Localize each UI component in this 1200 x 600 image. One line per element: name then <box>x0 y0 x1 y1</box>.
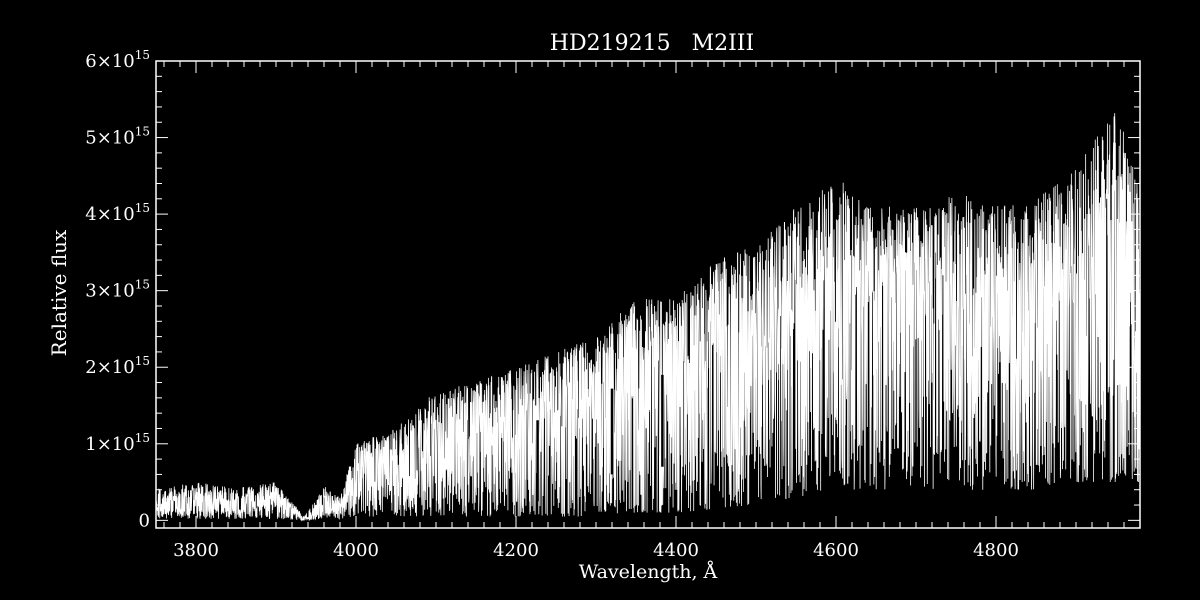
x-tick-label: 4200 <box>493 540 539 561</box>
x-tick-label: 3800 <box>173 540 219 561</box>
x-tick-label: 4600 <box>813 540 859 561</box>
spectrum-line <box>155 113 1141 522</box>
spectrum-series <box>155 113 1141 522</box>
x-tick-label: 4000 <box>333 540 379 561</box>
y-tick-label: 5×1015 <box>85 125 150 149</box>
x-tick-label: 4400 <box>653 540 699 561</box>
chart-title: HD219215 M2III <box>550 31 754 56</box>
y-tick-label: 2×1015 <box>85 354 150 378</box>
y-axis-label: Relative flux <box>47 229 71 356</box>
axis-ticks <box>156 60 1141 528</box>
y-tick-labels: 0 1×1015 2×1015 3×1015 4×1015 5×1015 6×1015 <box>85 48 150 531</box>
y-tick-label: 3×1015 <box>85 278 150 302</box>
x-tick-label: 4800 <box>973 540 1019 561</box>
x-tick-labels: 3800 4000 4200 4400 4600 4800 <box>173 540 1019 561</box>
y-tick-label: 4×1015 <box>85 201 150 225</box>
y-tick-label: 6×1015 <box>85 48 150 72</box>
y-tick-label: 1×1015 <box>85 431 150 455</box>
x-axis-label: Wavelength, Å <box>579 561 718 583</box>
y-tick-label: 0 <box>139 510 150 531</box>
plot-frame <box>155 60 1141 529</box>
